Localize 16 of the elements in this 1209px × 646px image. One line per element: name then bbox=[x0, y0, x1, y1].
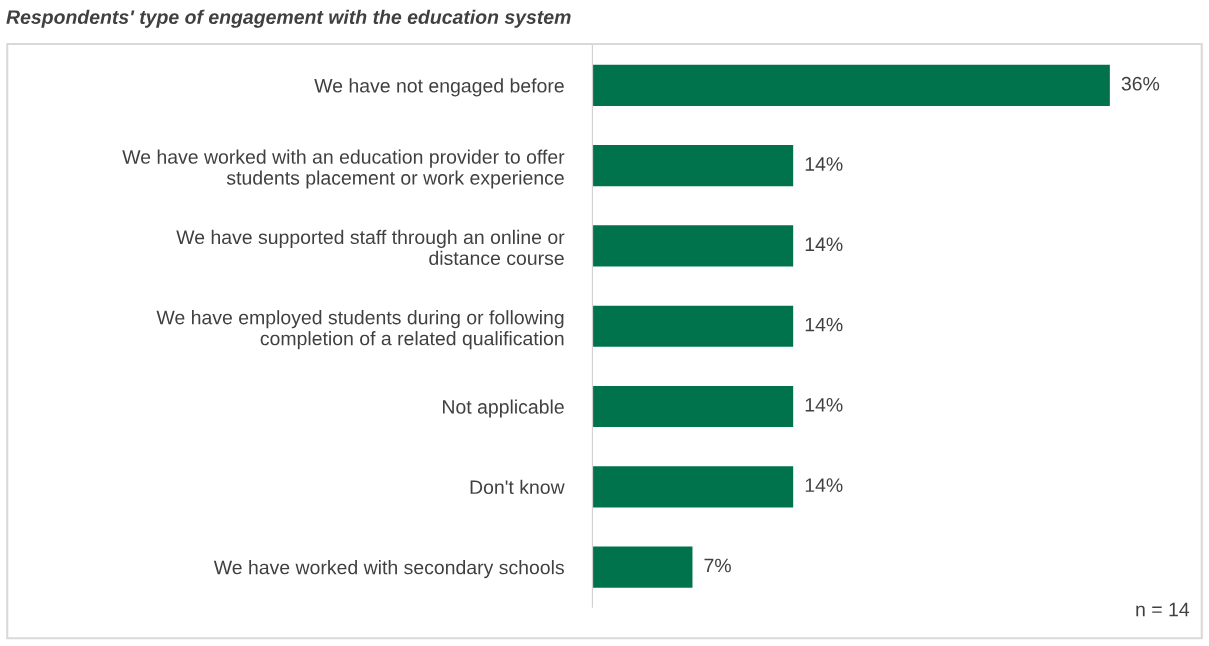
y-tick-label: Don't know bbox=[470, 479, 565, 495]
text: n = 14 bbox=[1136, 602, 1190, 617]
data-label: 7% bbox=[704, 558, 731, 573]
data-label: 14% bbox=[805, 237, 843, 252]
text: Respondents' type of engagement with the education system bbox=[6, 9, 571, 28]
data-label: 14% bbox=[805, 157, 843, 171]
data-label: 14% bbox=[805, 317, 843, 332]
y-tick-label: We have worked with an education provider to offer students placement or work experience bbox=[122, 149, 565, 189]
data-label: 14% bbox=[805, 478, 843, 492]
y-tick-label: We have worked with secondary schools bbox=[213, 560, 564, 579]
y-tick-label: We have not engaged before bbox=[314, 78, 564, 97]
y-tick-label: Not applicable bbox=[443, 399, 564, 418]
y-tick-label: We have supported staff through an online or distance course bbox=[176, 229, 565, 266]
data-label: 36% bbox=[1121, 76, 1160, 91]
y-tick-label: We have employed students during or following completion of a related qualification bbox=[156, 310, 564, 350]
data-label: 14% bbox=[805, 398, 843, 412]
